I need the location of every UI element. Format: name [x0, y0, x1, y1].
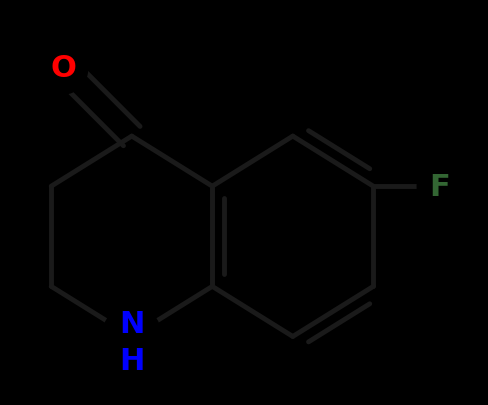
Circle shape [102, 305, 161, 368]
Text: H: H [119, 346, 144, 375]
Text: N: N [119, 309, 144, 338]
Circle shape [39, 42, 88, 95]
Text: F: F [429, 172, 449, 201]
Circle shape [417, 163, 461, 210]
Text: O: O [50, 54, 77, 83]
